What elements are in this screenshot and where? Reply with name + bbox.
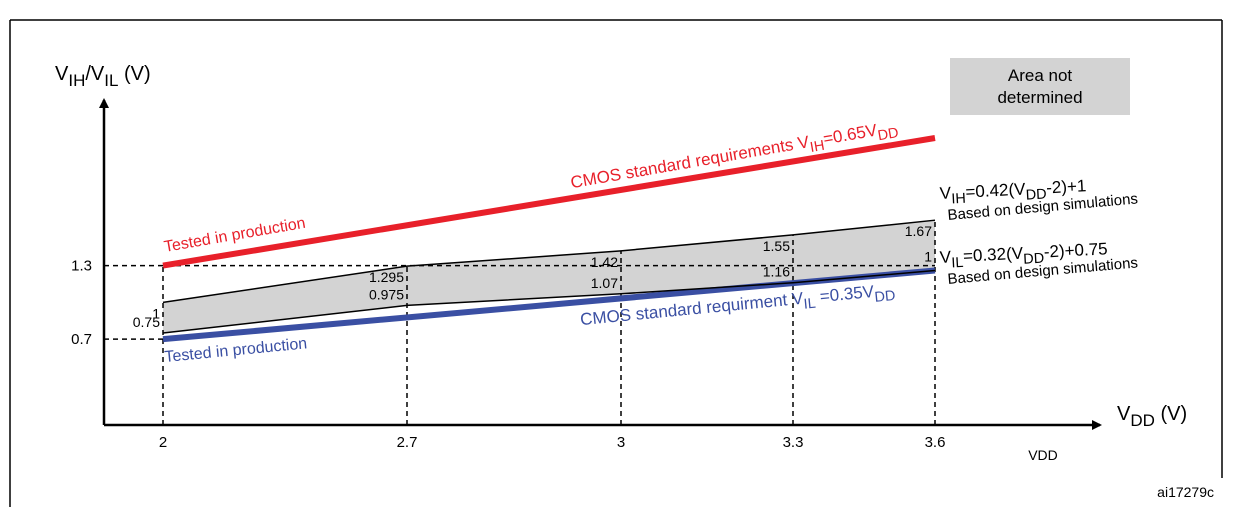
annotation: VIH=0.42(VDD-2)+1 [939,176,1087,208]
x-axis-label-part: V [1117,403,1131,425]
x-axis-label: VDD (V) [1117,403,1187,430]
x-axis-label-part: DD [1130,411,1155,430]
legend-text: determined [997,88,1082,107]
annotation-part: IL [951,255,964,272]
y-axis-label-part: IL [104,71,118,90]
annotation: CMOS standard requirements VIH=0.65VDD [569,117,900,197]
legend-text: Area not [1008,66,1073,85]
y-axis-label: VIH/VIL (V) [55,63,151,90]
annotation-part: =0.32(V [963,244,1025,266]
y-axis-label-part: IH [68,71,85,90]
y-tick-label: 1.3 [71,258,92,275]
line [162,135,936,269]
y-axis-label-part: V [55,63,69,85]
value-label: 1.67 [905,223,932,239]
value-label: 1 [924,248,932,264]
value-label: 0.975 [369,286,404,302]
annotation: Tested in production [163,215,307,256]
value-label: 1.07 [591,275,618,291]
annotation-part: =0.35V [814,282,875,307]
annotation-part: V [939,247,952,267]
y-tick-label: 0.7 [71,331,92,348]
annotation-part: IL [803,296,817,313]
annotation-part: =0.65V [822,120,879,148]
plot: 0.7 1.3 2 2.7 3 3.3 3.6 1 1.295 1.42 1.55 1.67 0.75 0… [55,58,1214,500]
annotation-part: IH [809,138,826,156]
value-label: 1.55 [763,238,790,254]
y-axis-label-part: /V [85,63,105,85]
value-label: 1.42 [591,254,618,270]
x-tick-label: 2.7 [397,434,418,451]
band-fill [163,220,935,334]
x-tick-label: 2 [159,434,167,451]
value-label: 1.295 [369,269,404,285]
value-label: 1.16 [763,264,790,280]
x-axis-label-part: (V) [1155,403,1187,425]
x-tick-label: 3.3 [783,434,804,451]
annotation: VIL=0.32(VDD-2)+0.75 [939,239,1108,272]
line [162,219,936,304]
x-caption: VDD [1028,447,1058,463]
value-label: 0.75 [133,314,160,330]
annotation-part: IH [951,191,966,208]
annotation-part: Tested in production [163,215,307,256]
legend-box [950,58,1130,115]
x-tick-label: 3.6 [925,434,946,451]
annotation-part: -2)+1 [1046,176,1087,197]
annotation-part: DD [1023,251,1045,268]
y-axis-label-part: (V) [118,63,150,85]
annotation-part: DD [1025,187,1047,204]
annotation-part: -2)+0.75 [1043,239,1108,261]
x-tick-label: 3 [617,434,625,451]
value-label: 1 [152,305,160,321]
annotation-part: =0.42(V [965,179,1027,201]
annotation-part: DD [874,288,896,306]
annotation-part: DD [877,125,900,144]
line [162,269,936,334]
figure-code: ai17279c [1157,484,1214,500]
annotation-part: V [939,183,952,203]
